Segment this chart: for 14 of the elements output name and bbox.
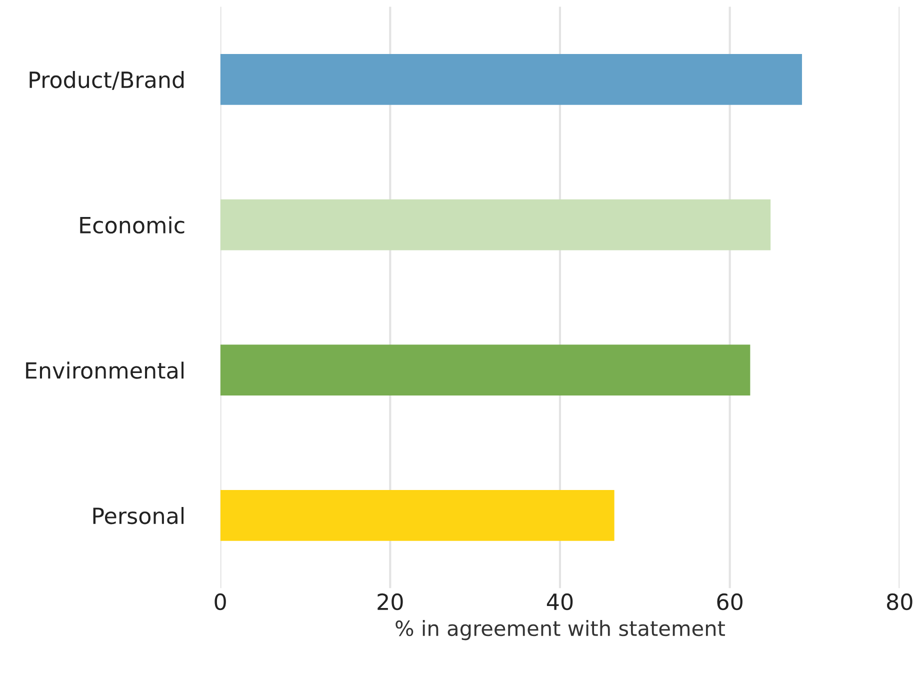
x-tick-label: 0 (214, 593, 226, 610)
x-tick-label: 80 (887, 593, 912, 610)
x-tick-label: 40 (546, 593, 573, 610)
y-tick-label: Economic (80, 216, 184, 234)
x-axis-title: % in agreement with statement (396, 620, 725, 640)
bar (220, 54, 802, 105)
y-tick-label: Environmental (26, 362, 184, 379)
bar (220, 344, 750, 396)
bar (220, 199, 771, 250)
x-tick-label: 20 (378, 593, 403, 610)
x-tick-label: 60 (717, 593, 742, 610)
y-tick-label: Product/Brand (30, 70, 184, 90)
bar (220, 490, 614, 541)
y-tick-label: Personal (93, 507, 184, 524)
